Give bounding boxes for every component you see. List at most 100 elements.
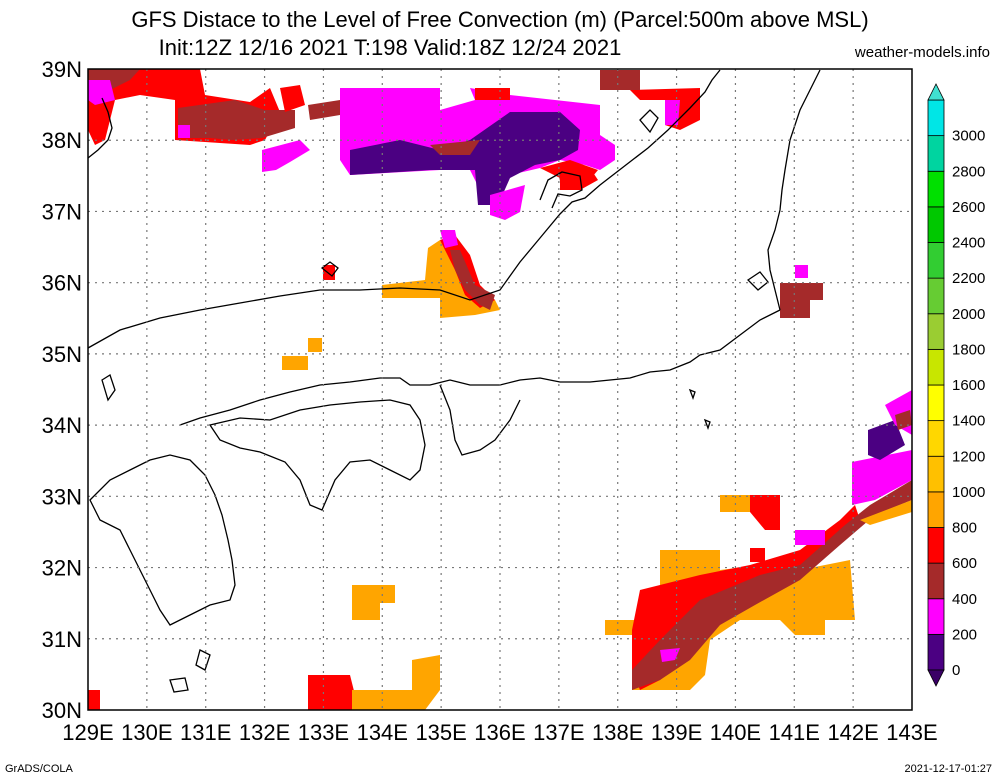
colorbar-segment: [927, 527, 945, 564]
lon-tick-label: 130E: [121, 720, 172, 745]
colorbar-label: 2000: [952, 306, 985, 323]
contour-area-43: [600, 70, 640, 90]
colorbar-segment: [927, 598, 945, 635]
lat-tick-label: 33N: [42, 484, 82, 509]
contour-area-27: [860, 500, 912, 525]
colorbar-bottom-arrow: [927, 669, 945, 687]
footer-timestamp: 2021-12-17-01:27: [904, 763, 992, 775]
contour-area-39: [178, 125, 190, 138]
axis-labels: 129E 130E 131E 132E 133E 134E 135E 136E 137E 138E…: [42, 57, 938, 745]
colorbar-segment: [927, 277, 945, 315]
lat-tick-label: 30N: [42, 698, 82, 723]
colorbar-label: 2600: [952, 199, 985, 216]
contour-area-42: [665, 100, 680, 125]
yakushima: [169, 677, 189, 693]
colorbar-label: 1800: [952, 341, 985, 358]
contour-area-3: [262, 140, 310, 172]
lon-tick-label: 142E: [827, 720, 878, 745]
contour-area-22: [750, 495, 780, 530]
honshu-north-coast: [87, 69, 721, 349]
contour-area-38: [88, 80, 115, 105]
kyushu-coast: [89, 454, 236, 626]
colorbar: 0 200 400 600 800 1000 1200 1400 1600 1800 2000 220…: [927, 83, 985, 687]
map-subtitle: Init:12Z 12/16 2021 T:198 Valid:18Z 12/2…: [158, 35, 622, 60]
colorbar-label: 400: [952, 591, 977, 608]
lat-tick-label: 39N: [42, 57, 82, 82]
field-layer: [88, 69, 912, 710]
colorbar-label: 2400: [952, 235, 985, 252]
colorbar-label: 3000: [952, 128, 985, 145]
oki-islands: [320, 261, 339, 277]
lat-tick-label: 31N: [42, 627, 82, 652]
coastlines: [87, 69, 821, 693]
colorbar-top-arrow: [927, 83, 945, 101]
contour-area-26: [660, 648, 680, 662]
lon-tick-label: 138E: [592, 720, 643, 745]
colorbar-segment: [927, 455, 945, 493]
lon-tick-label: 141E: [769, 720, 820, 745]
contour-area-18: [323, 265, 335, 280]
contour-area-32: [750, 548, 765, 562]
tanegashima: [195, 649, 211, 671]
colorbar-label: 800: [952, 520, 977, 537]
map-frame: [87, 68, 913, 711]
lon-tick-label: 143E: [886, 720, 937, 745]
colorbar-label: 200: [952, 626, 977, 643]
contour-area-7: [350, 112, 580, 205]
contour-area-2: [178, 100, 295, 140]
lat-tick-label: 32N: [42, 556, 82, 581]
contour-area-28: [852, 450, 912, 505]
izu-islands-2: [703, 418, 711, 430]
lat-tick-label: 37N: [42, 199, 82, 224]
contour-area-29: [868, 420, 905, 460]
colorbar-label: 2200: [952, 270, 985, 287]
kii-coast: [439, 384, 521, 456]
colorbar-segment: [927, 170, 945, 208]
contour-area-37: [88, 690, 100, 710]
contour-area-5: [280, 85, 305, 112]
contour-area-36: [352, 655, 440, 710]
contour-area-20: [795, 265, 808, 278]
colorbar-segment: [927, 206, 945, 243]
lon-tick-label: 129E: [62, 720, 113, 745]
colorbar-segment: [927, 242, 945, 279]
lat-tick-label: 35N: [42, 342, 82, 367]
colorbar-segment: [927, 562, 945, 600]
colorbar-label: 1400: [952, 413, 985, 430]
contour-area-15: [440, 230, 458, 248]
tsushima: [101, 374, 116, 402]
shikoku-coast: [208, 399, 426, 511]
colorbar-label: 1200: [952, 448, 985, 465]
colorbar-label: 0: [952, 662, 960, 679]
noto-peninsula: [539, 171, 583, 209]
footer-credit: GrADS/COLA: [5, 763, 73, 775]
korea-coast: [87, 97, 113, 159]
boso-shore: [746, 271, 769, 291]
lat-tick-label: 34N: [42, 413, 82, 438]
lon-tick-label: 135E: [415, 720, 466, 745]
colorbar-segment: [927, 348, 945, 386]
contour-area-17: [282, 356, 308, 370]
lon-tick-label: 139E: [651, 720, 702, 745]
colorbar-segment: [927, 313, 945, 350]
tohoku-coast: [767, 69, 821, 311]
contour-area-44: [475, 88, 510, 100]
lon-tick-label: 136E: [474, 720, 525, 745]
contour-area-19: [780, 283, 823, 318]
lon-tick-label: 137E: [533, 720, 584, 745]
izu-islands-1: [688, 388, 696, 400]
colorbar-segment: [927, 99, 945, 137]
lon-tick-label: 132E: [239, 720, 290, 745]
colorbar-segment: [927, 491, 945, 528]
honshu-south-coast: [179, 309, 781, 426]
lon-tick-label: 140E: [710, 720, 761, 745]
colorbar-label: 1600: [952, 377, 985, 394]
lat-tick-label: 38N: [42, 128, 82, 153]
colorbar-label: 1000: [952, 484, 985, 501]
colorbar-segment: [927, 633, 945, 671]
colorbar-segment: [927, 384, 945, 422]
colorbar-segment: [927, 135, 945, 172]
sado-island: [639, 109, 659, 134]
lon-tick-label: 134E: [357, 720, 408, 745]
